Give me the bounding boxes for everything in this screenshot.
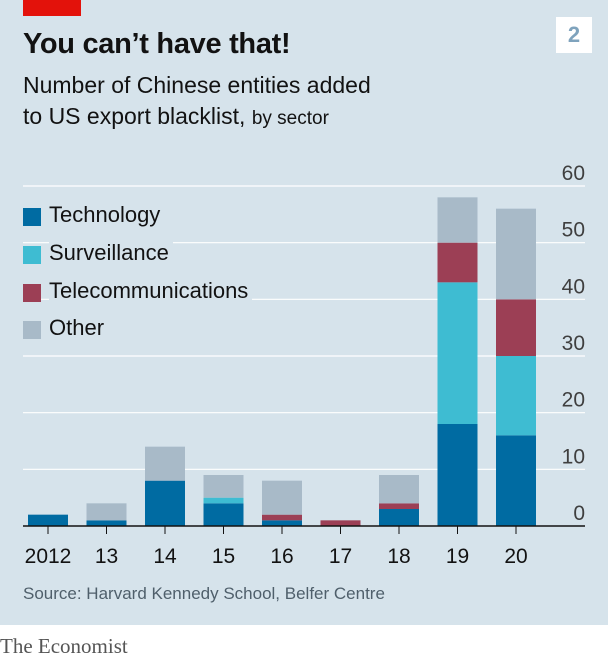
x-tick-label: 13 (95, 545, 118, 568)
x-tick-label: 20 (504, 545, 527, 568)
legend-label-technology: Technology (49, 202, 165, 228)
x-tick-label: 17 (329, 545, 352, 568)
bar-segment-other-13 (86, 503, 127, 521)
bar-segment-surveillance-19 (437, 282, 478, 424)
y-tick-label: 30 (562, 332, 585, 355)
bar-segment-technology-14 (145, 480, 185, 526)
x-tick-label: 14 (153, 545, 177, 568)
bar-segment-telecommunications-16 (262, 514, 302, 521)
x-tick-label: 15 (212, 545, 235, 568)
stacked-bar-chart: 0 10 20 30 40 50 60 2012 13 14 15 16 17 18 19 20 (23, 162, 585, 568)
bar-segment-other-19 (437, 197, 478, 243)
bar-segment-surveillance-20 (496, 356, 536, 436)
bar-segment-technology-20 (496, 435, 536, 526)
bar-segment-technology-15 (203, 503, 244, 526)
bar-segment-technology-16 (262, 520, 302, 526)
legend-label-telecommunications: Telecommunications (49, 278, 253, 304)
x-tick-label: 16 (270, 545, 293, 568)
legend-swatch-other (23, 321, 41, 339)
legend-label-surveillance: Surveillance (49, 240, 173, 266)
bar-segment-other-16 (262, 480, 302, 515)
x-tick-label: 2012 (25, 545, 72, 568)
bar-segment-telecommunications-20 (496, 299, 536, 356)
bar-segment-technology-13 (86, 520, 127, 526)
legend-swatch-telecommunications (23, 284, 41, 302)
y-tick-label: 40 (562, 275, 585, 298)
chart-number-badge: 2 (556, 17, 592, 53)
brand-red-bar (23, 0, 81, 16)
bar-segment-technology-19 (437, 424, 478, 526)
bar-segment-technology-2012 (28, 514, 68, 526)
subtitle-by-sector: by sector (251, 108, 329, 129)
legend-swatch-surveillance (23, 246, 41, 264)
y-tick-label: 10 (562, 445, 585, 468)
legend-swatch-technology (23, 208, 41, 226)
legend-label-other: Other (49, 315, 109, 341)
subtitle-line-2: to US export blacklist, by sector (23, 101, 371, 134)
y-tick-label: 60 (562, 162, 585, 185)
brand-logo-text: The Economist (0, 634, 128, 658)
y-tick-label: 20 (562, 389, 585, 412)
x-tick-label: 19 (446, 545, 469, 568)
subtitle-line-1: Number of Chinese entities added (23, 72, 371, 98)
bar-segment-other-18 (379, 475, 419, 504)
bar-segment-other-15 (203, 475, 244, 498)
bar-segment-other-14 (145, 446, 185, 481)
bar-segment-telecommunications-19 (437, 242, 478, 283)
x-tick-label: 18 (387, 545, 410, 568)
bar-segment-surveillance-15 (203, 497, 244, 504)
y-tick-label: 0 (573, 502, 585, 525)
bar-segment-other-20 (496, 208, 536, 300)
chart-title: You can’t have that! (23, 28, 291, 60)
bar-segment-technology-18 (379, 509, 419, 526)
subtitle-line-2-main: to US export blacklist, (23, 103, 246, 129)
source-note: Source: Harvard Kennedy School, Belfer C… (23, 584, 385, 603)
y-tick-label: 50 (562, 219, 585, 242)
chart-subtitle: Number of Chinese entities added to US e… (23, 70, 371, 134)
bar-segment-telecommunications-18 (379, 503, 419, 509)
bar-segment-telecommunications-17 (320, 520, 361, 526)
